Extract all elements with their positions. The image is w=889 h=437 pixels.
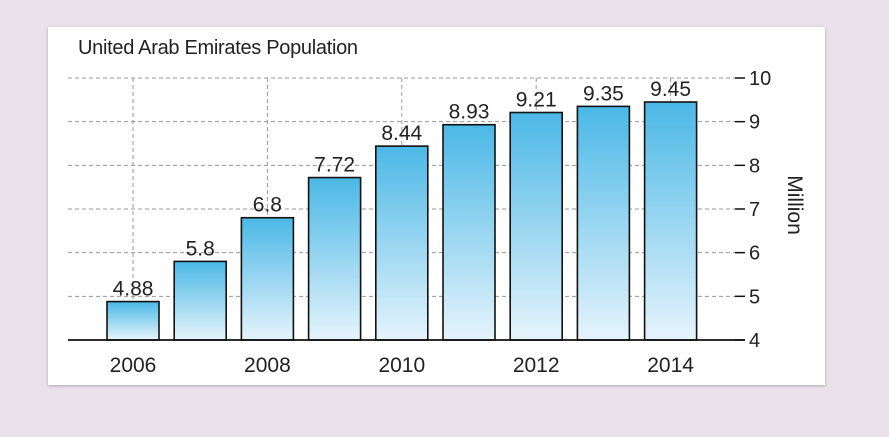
bar-value-label: 6.8	[253, 194, 282, 217]
bar-value-label: 7.72	[314, 154, 355, 177]
bar	[645, 102, 697, 340]
x-tick-label: 2010	[378, 354, 425, 377]
bar-value-label: 8.93	[449, 101, 490, 124]
bar	[376, 146, 428, 340]
y-tick-label: 10	[749, 68, 771, 90]
bar-value-label: 9.21	[516, 88, 557, 111]
bar	[443, 125, 495, 340]
bar	[309, 178, 361, 340]
x-tick-label: 2012	[513, 354, 560, 377]
y-tick-label: 8	[749, 155, 760, 177]
bar-value-label: 8.44	[381, 122, 422, 145]
bar	[107, 302, 159, 340]
x-tick-label: 2006	[110, 354, 157, 377]
bar-value-label: 9.45	[650, 78, 691, 101]
bar	[241, 218, 293, 340]
bar	[510, 112, 562, 340]
bar-value-label: 4.88	[113, 278, 154, 301]
y-tick-label: 5	[749, 286, 760, 308]
x-tick-label: 2014	[647, 354, 694, 377]
bar	[174, 261, 226, 340]
y-axis-label: Million	[783, 175, 806, 235]
y-tick-label: 4	[749, 330, 760, 352]
bar-value-label: 5.8	[186, 237, 215, 260]
y-tick-label: 6	[749, 243, 760, 265]
x-tick-label: 2008	[244, 354, 291, 377]
y-tick-label: 9	[749, 112, 760, 134]
bar	[577, 106, 629, 340]
y-tick-label: 7	[749, 199, 760, 221]
bar-value-label: 9.35	[583, 82, 624, 105]
